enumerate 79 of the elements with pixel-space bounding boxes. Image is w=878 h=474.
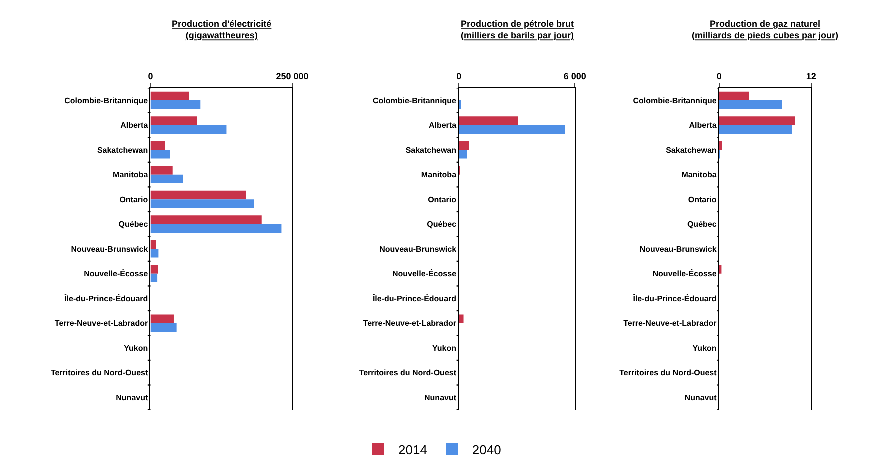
y-tick-label: Yukon xyxy=(124,344,148,353)
y-tick-label: Alberta xyxy=(428,121,458,130)
y-tick-label: Île-du-Prince-Édouard xyxy=(372,293,457,304)
y-tick-label: Colombie-Britannique xyxy=(64,96,149,106)
y-tick-label: Territoires du Nord-Ouest xyxy=(620,368,718,378)
bar xyxy=(150,224,282,233)
y-tick-label: Yukon xyxy=(432,344,457,353)
y-tick-label: Nouvelle-Écosse xyxy=(392,268,458,279)
y-tick-label: Québec xyxy=(118,220,149,230)
x-tick-label: 0 xyxy=(716,72,722,82)
y-tick-label: Territoires du Nord-Ouest xyxy=(50,368,148,378)
bar xyxy=(150,92,190,101)
bar xyxy=(719,116,796,126)
y-tick-label: Nouveau-Brunswick xyxy=(380,244,458,254)
y-tick-label: Nunavut xyxy=(116,393,148,402)
y-tick-label: Sakatchewan xyxy=(97,146,148,155)
bar xyxy=(150,314,174,324)
bar xyxy=(459,141,470,150)
y-tick-label: Alberta xyxy=(689,121,718,130)
y-tick-label: Nunavut xyxy=(424,393,457,402)
x-tick-label: 0 xyxy=(148,72,154,82)
y-tick-label: Alberta xyxy=(120,121,149,130)
y-tick-label: Sakatchewan xyxy=(406,146,457,155)
y-tick-label: Colombie-Britannique xyxy=(633,96,718,106)
y-tick-label: Manitoba xyxy=(682,170,718,180)
y-tick-label: Ontario xyxy=(428,195,457,204)
bar xyxy=(150,249,159,258)
bar xyxy=(459,116,518,126)
y-tick-label: Ontario xyxy=(120,195,148,204)
y-tick-label: Territoires du Nord-Ouest xyxy=(359,368,457,378)
bar xyxy=(719,100,782,110)
bar xyxy=(150,166,173,175)
bar xyxy=(150,323,177,332)
bar xyxy=(719,125,792,134)
x-tick-label: 12 xyxy=(806,72,816,82)
y-tick-label: Terre-Neuve-et-Labrador xyxy=(624,319,717,328)
y-tick-label: Nouvelle-Écosse xyxy=(84,268,149,279)
bar xyxy=(459,150,468,159)
y-tick-label: Île-du-Prince-Édouard xyxy=(632,293,717,304)
y-tick-label: Sakatchewan xyxy=(666,146,717,155)
bar xyxy=(459,314,464,324)
bar xyxy=(719,141,722,150)
bar xyxy=(150,100,201,110)
bar xyxy=(150,116,198,126)
y-tick-label: Nouveau-Brunswick xyxy=(640,244,718,254)
y-tick-label: Terre-Neuve-et-Labrador xyxy=(363,319,457,328)
chart-title: Production d'électricité (gigawattheures) xyxy=(172,19,272,41)
bar xyxy=(150,150,170,159)
legend-label: 2040 xyxy=(472,442,502,458)
bar xyxy=(150,274,158,283)
x-tick-label: 6 000 xyxy=(564,72,586,82)
y-tick-label: Nouvelle-Écosse xyxy=(652,268,718,279)
bar xyxy=(150,125,227,134)
x-tick-label: 250 000 xyxy=(276,72,309,82)
y-tick-label: Manitoba xyxy=(421,170,458,180)
y-tick-label: Québec xyxy=(427,220,458,230)
bar xyxy=(150,141,166,150)
bar xyxy=(150,174,184,184)
y-tick-label: Nouveau-Brunswick xyxy=(71,244,149,254)
y-tick-label: Nunavut xyxy=(684,393,718,402)
x-tick-label: 0 xyxy=(456,72,462,82)
bar xyxy=(459,125,566,134)
bar xyxy=(719,265,722,274)
bar xyxy=(150,190,246,200)
y-tick-label: Île-du-Prince-Édouard xyxy=(64,293,148,304)
bar xyxy=(150,216,262,224)
y-tick-label: Colombie-Britannique xyxy=(372,96,458,106)
bar xyxy=(719,92,750,101)
bar xyxy=(150,265,158,274)
y-tick-label: Québec xyxy=(687,220,718,230)
legend-label: 2014 xyxy=(398,442,428,458)
y-tick-label: Manitoba xyxy=(113,170,149,180)
y-tick-label: Yukon xyxy=(692,344,717,353)
y-tick-label: Terre-Neuve-et-Labrador xyxy=(54,319,148,328)
bar xyxy=(150,240,156,250)
chart-title: Production de pétrole brut (milliers de barils par jour) xyxy=(461,19,574,41)
chart-title: Production de gaz naturel (milliards de pieds cubes par jour) xyxy=(692,19,839,41)
bar xyxy=(150,200,254,208)
y-tick-label: Ontario xyxy=(688,195,717,204)
